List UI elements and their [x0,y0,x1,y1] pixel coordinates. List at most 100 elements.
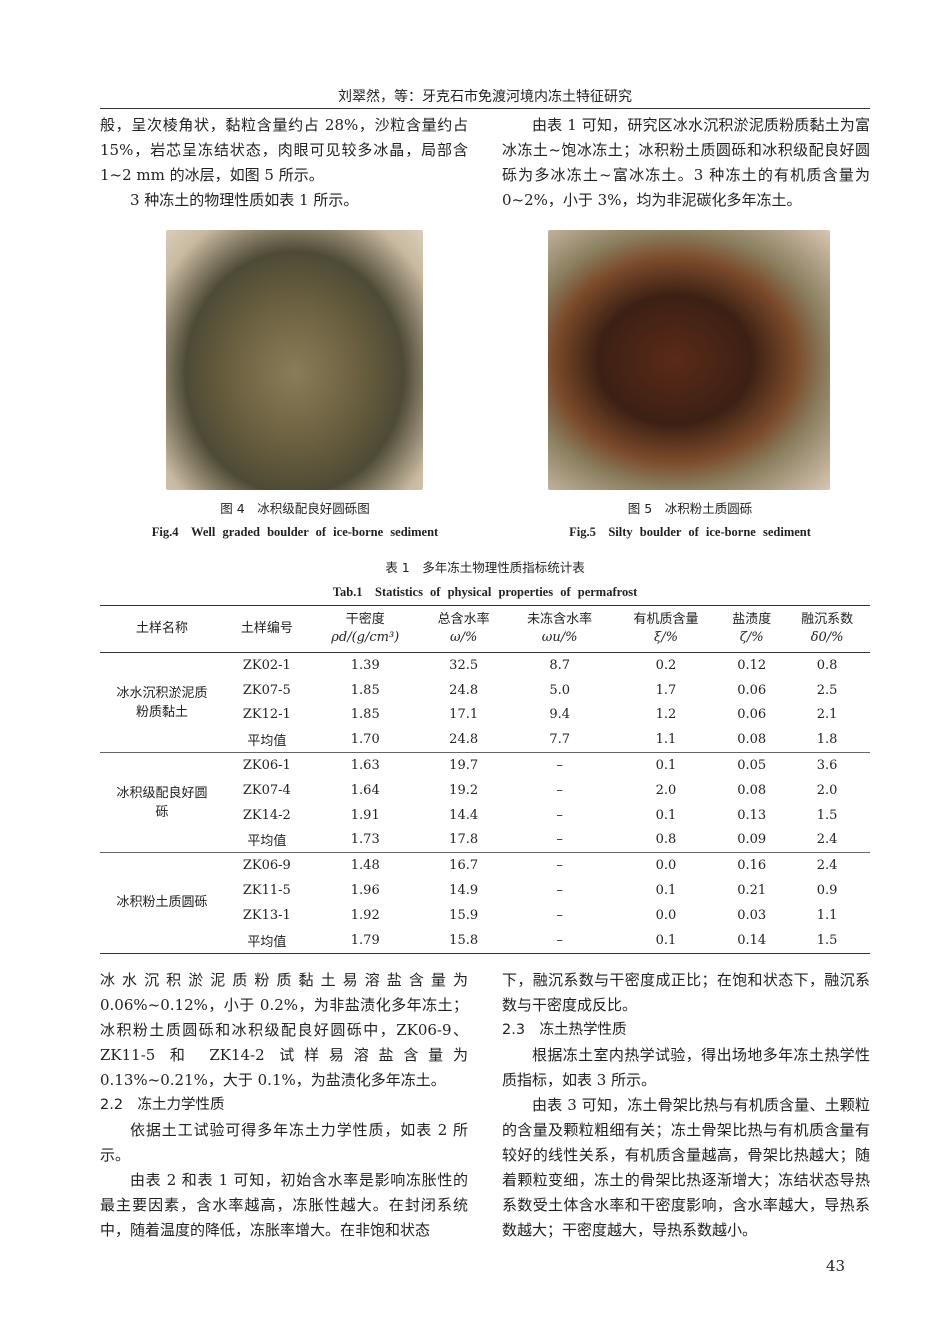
table-cell: 1.85 [350,682,380,698]
table-cell: 2.4 [816,858,838,874]
table-cell: 1.1 [816,907,838,923]
running-header: 刘翠然，等：牙克石市免渡河境内冻土特征研究 [338,89,632,105]
column-header-unit: ρd/(g/cm³) [331,630,400,645]
table-cell: 19.7 [449,758,479,774]
table-header-row: 土样名称 土样编号 干密度 ρd/(g/cm³) 总含水率 ω/% 未冻含水率 ωu/% 有机质… [100,605,870,653]
figure-4-photo [166,230,423,490]
column-header-unit: ω/% [449,630,478,645]
table-cell: 1.79 [309,927,421,954]
figure-5-photo [548,230,830,490]
table-cell: 1.7 [655,682,677,698]
table-cell: ZK14-2 [242,807,291,823]
table-cell: 3.6 [816,758,838,774]
table-cell: 平均值 [224,927,310,954]
table-cell: 0.09 [719,827,785,854]
paragraph: 由表 2 和表 1 可知，初始含水率是影响冻胀性的最主要因素，含水率越高，冻胀性… [100,1171,468,1239]
table-cell: 0.12 [737,657,767,673]
table-cell: 8.7 [549,657,570,673]
table-cell: 0.03 [737,907,767,923]
column-header: 土样编号 [224,605,310,653]
table-cell: ZK02-1 [242,657,291,673]
table-cell: 2.0 [655,782,677,798]
column-header-label: 土样编号 [240,621,293,636]
table-cell: 32.5 [449,657,479,673]
table-cell: 1.64 [350,782,380,798]
table-cell: 平均值 [224,727,310,754]
table-row: 冰积粉土质圆砾 ZK06-9 1.48 16.7 – 0.0 0.16 2.4 [100,852,870,954]
section-heading: 2.3 冻土热学性质 [502,1022,627,1038]
table-cell: 2.0 [816,782,838,798]
table-row: ZK14-2 1.91 14.4 – 0.1 0.13 1.5 [100,803,870,828]
table-cell: 0.08 [737,782,767,798]
table-cell: 5.0 [549,682,570,698]
paragraph: 依据土工试验可得多年冻土力学性质，如表 2 所示。 [100,1121,468,1164]
table-cell: – [556,807,563,823]
paragraph: 根据冻土室内热学试验，得出场地多年冻土热学性质指标，如表 3 所示。 [502,1046,870,1089]
page-number: 43 [826,1257,846,1275]
table-cell: 0.08 [719,727,785,754]
table-row: ZK07-5 1.85 24.8 5.0 1.7 0.06 2.5 [100,678,870,703]
figure-5-caption-cn: 图 5 冰积粉土质圆砾 [627,501,753,516]
table-cell: 19.2 [449,782,479,798]
table-cell: 1.5 [816,807,838,823]
table-cell: 2.5 [816,682,838,698]
table-row: ZK12-1 1.85 17.1 9.4 1.2 0.06 2.1 [100,703,870,728]
column-header-unit: ζ/% [739,630,764,645]
paragraph: 冰水沉积淤泥质粉质黏土易溶盐含量为 0.06%~0.12%，小于 0.2%，为非… [100,971,468,1089]
table-cell: 0.0 [655,858,677,874]
table-cell: 14.9 [449,883,479,899]
table-cell: 0.16 [737,858,767,874]
table-cell: 1.85 [350,707,380,723]
table-cell: 0.1 [655,758,677,774]
table-cell: 0.1 [655,883,677,899]
column-header: 未冻含水率 ωu/% [506,605,613,653]
right-top-column: 由表 1 可知，研究区冰水沉积淤泥质粉质黏土为富冰冻土~饱冰冻土；冰积粉土质圆砾… [502,113,870,213]
column-header: 土样名称 [100,605,224,653]
column-header-unit: δ0/% [810,630,844,645]
column-header-label: 干密度 [345,612,385,627]
table-cell: 24.8 [449,682,479,698]
column-header-unit: ξ/% [654,630,678,645]
table-cell: 0.14 [719,927,785,954]
table-cell: 24.8 [420,727,507,754]
paragraph: 下，融沉系数与干密度成正比；在饱和状态下，融沉系数与干密度成反比。 [502,971,870,1014]
column-header-label: 融沉系数 [801,612,854,627]
table-cell: 9.4 [549,707,570,723]
table-cell: 15.9 [449,907,479,923]
table-cell: – [556,758,563,774]
column-header: 融沉系数 δ0/% [784,605,870,653]
section-heading: 2.2 冻土力学性质 [100,1097,225,1113]
table-cell: 1.2 [655,707,677,723]
table-cell: 0.1 [655,807,677,823]
table-cell: 2.1 [816,707,838,723]
table-cell: 0.8 [612,827,720,854]
table-title-en: Tab.1 Statistics of physical properties … [332,585,638,599]
table-row: 平均值 1.73 17.8–0.8 0.09 2.4 [100,827,870,854]
paragraph: 3 种冻土的物理性质如表 1 所示。 [130,191,359,209]
table-cell: ZK11-5 [242,883,291,899]
table-cell: 1.8 [784,727,870,754]
table-cell: 0.06 [737,707,767,723]
table-cell: – [556,782,563,798]
paragraph: 由表 3 可知，冻土骨架比热与有机质含量、土颗粒的含量及颗粒粗细有关；冻土骨架比… [502,1096,870,1239]
column-header-label: 未冻含水率 [527,612,593,627]
table-cell: ZK13-1 [242,907,291,923]
table-cell: 1.96 [350,883,380,899]
column-header-label: 土样名称 [135,621,188,636]
table-cell: 15.8 [420,927,507,954]
right-bottom-column: 下，融沉系数与干密度成正比；在饱和状态下，融沉系数与干密度成反比。 2.3 冻土热… [502,968,870,1243]
table-cell: 7.7 [506,727,613,754]
table-cell: 1.1 [612,727,720,754]
table-row: 冰积级配良好圆砾 ZK06-1 1.63 19.7 – 0.1 0.05 3.6 [100,752,870,854]
left-bottom-column: 冰水沉积淤泥质粉质黏土易溶盐含量为 0.06%~0.12%，小于 0.2%，为非… [100,968,468,1243]
group-name-cell: 冰积级配良好圆砾 [100,752,224,854]
table-cell: 0.21 [737,883,767,899]
table-cell: – [556,883,563,899]
table-cell: 1.92 [350,907,380,923]
table-row: 平均值 1.70 24.8 7.7 1.1 0.08 1.8 [100,727,870,754]
table-cell: ZK07-5 [242,682,291,698]
table-cell: 1.39 [350,657,380,673]
table-cell: – [556,858,563,874]
column-header-unit: ωu/% [541,630,578,645]
